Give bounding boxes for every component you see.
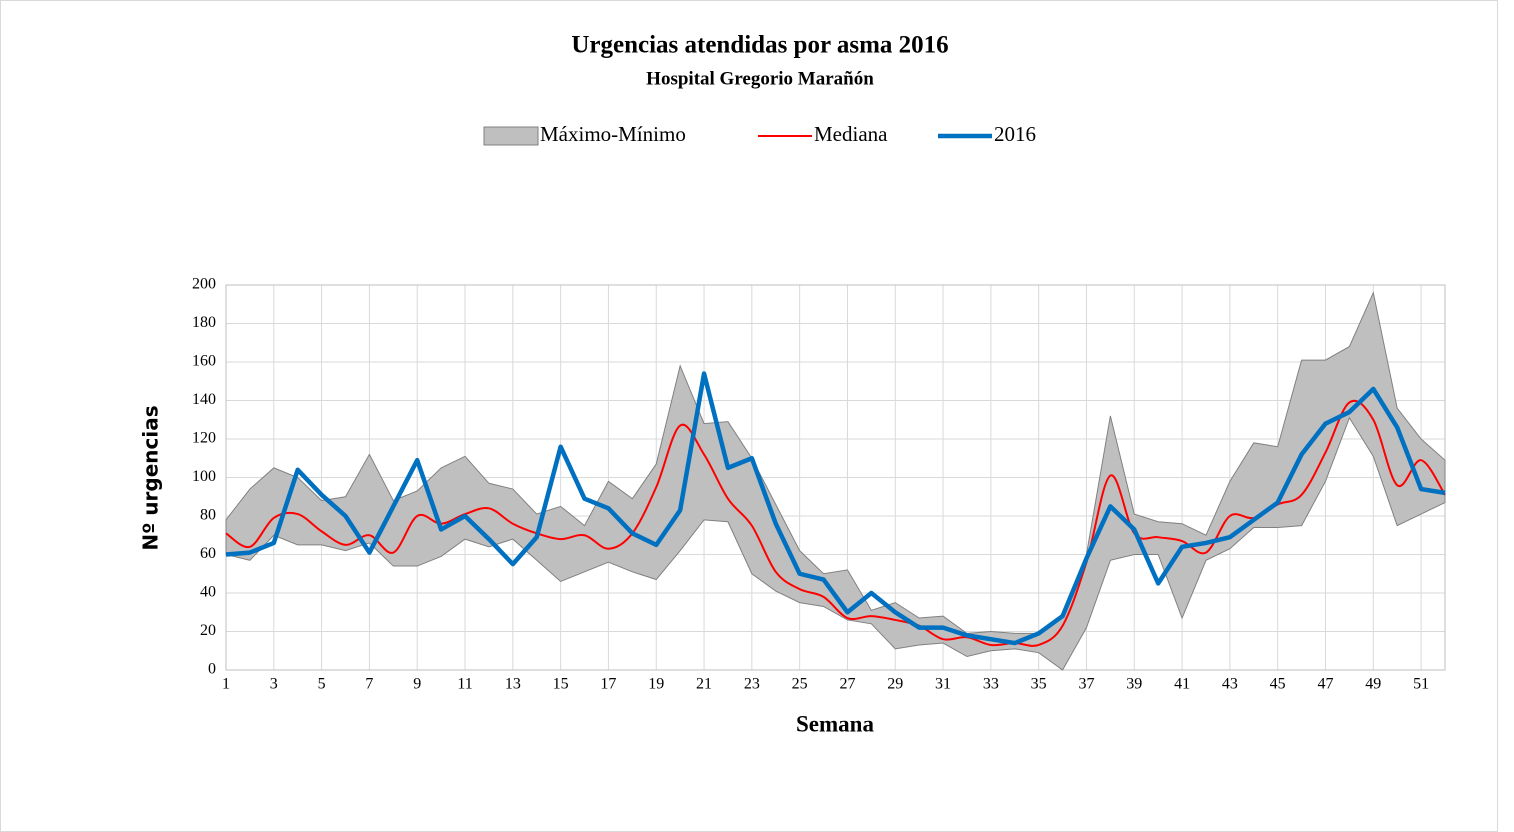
y-tick-label: 60 — [200, 545, 216, 562]
y-tick-label: 200 — [192, 276, 216, 293]
legend-label: Máximo-Mínimo — [540, 122, 686, 146]
x-tick-label: 43 — [1222, 676, 1238, 693]
x-tick-label: 37 — [1078, 676, 1094, 693]
x-tick-label: 49 — [1365, 676, 1381, 693]
chart-title: Urgencias atendidas por asma 2016 — [571, 32, 948, 59]
x-tick-label: 23 — [744, 676, 760, 693]
x-tick-label: 7 — [365, 676, 373, 693]
y-tick-label: 160 — [192, 353, 216, 370]
x-tick-label: 27 — [839, 676, 855, 693]
x-tick-label: 17 — [600, 676, 616, 693]
x-tick-label: 41 — [1174, 676, 1190, 693]
x-tick-label: 1 — [222, 676, 230, 693]
median-line — [225, 399, 1446, 647]
chart-subtitle: Hospital Gregorio Marañón — [646, 68, 874, 89]
x-tick-label: 45 — [1270, 676, 1286, 693]
y-tick-label: 40 — [200, 584, 216, 601]
x-tick-label: 21 — [696, 676, 712, 693]
x-tick-label: 31 — [935, 676, 951, 693]
x-tick-label: 15 — [553, 676, 569, 693]
x-tick-label: 13 — [505, 676, 521, 693]
y-tick-label: 180 — [192, 314, 216, 331]
x-tick-label: 47 — [1317, 676, 1333, 693]
x-tick-label: 35 — [1031, 676, 1047, 693]
x-tick-label: 3 — [270, 676, 278, 693]
y-tick-label: 120 — [192, 430, 216, 447]
legend-swatch — [483, 126, 539, 146]
x-tick-label: 9 — [413, 676, 421, 693]
legend-label: 2016 — [994, 122, 1036, 146]
x-tick-label: 19 — [648, 676, 664, 693]
y-tick-label: 100 — [192, 468, 216, 485]
x-tick-label: 25 — [792, 676, 808, 693]
x-axis-label: Semana — [796, 711, 874, 736]
x-tick-label: 29 — [887, 676, 903, 693]
legend-label: Mediana — [814, 122, 888, 146]
x-tick-label: 11 — [457, 676, 472, 693]
y-tick-label: 80 — [200, 507, 216, 524]
x-tick-label: 5 — [318, 676, 326, 693]
y-tick-label: 0 — [208, 661, 216, 678]
series-line — [225, 371, 1446, 646]
x-tick-label: 33 — [983, 676, 999, 693]
y-tick-label: 140 — [192, 391, 216, 408]
x-tick-label: 39 — [1126, 676, 1142, 693]
y-axis-label: Nº urgencias — [139, 405, 163, 550]
y-tick-label: 20 — [200, 622, 216, 639]
x-tick-label: 51 — [1413, 676, 1429, 693]
